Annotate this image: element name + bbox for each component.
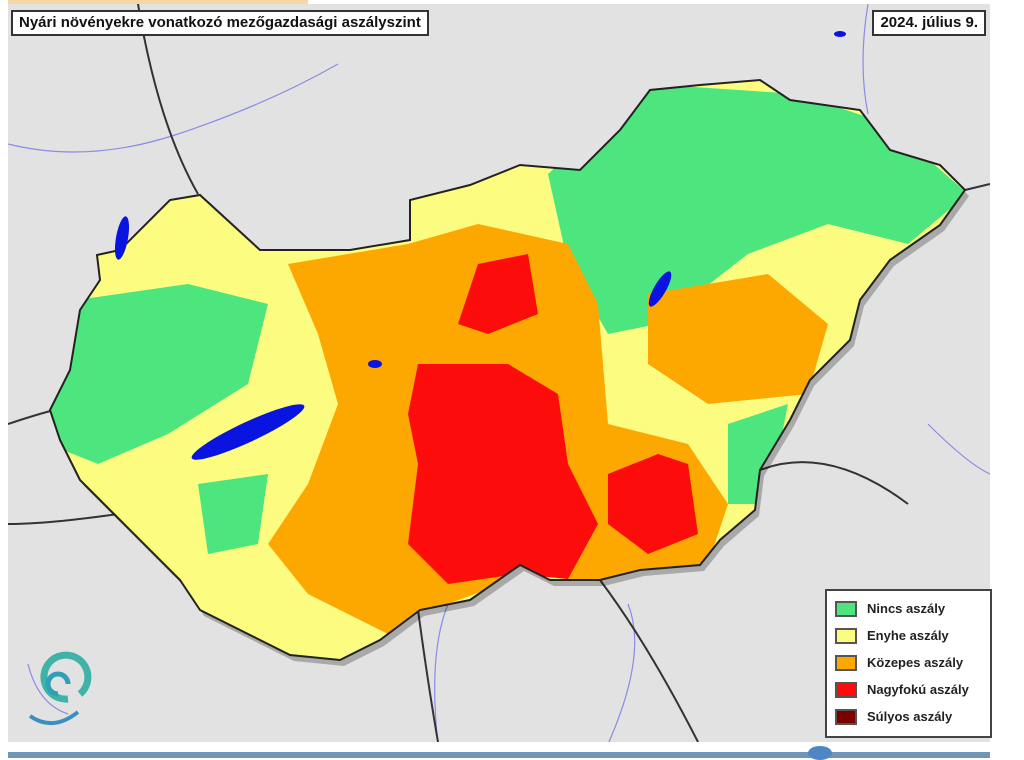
region-nagyfoku-north bbox=[458, 254, 538, 334]
region-nincs-sw bbox=[198, 474, 268, 554]
legend-item: Közepes aszály bbox=[827, 649, 990, 676]
legend-swatch bbox=[835, 627, 857, 644]
legend-swatch bbox=[835, 708, 857, 725]
legend-label: Nincs aszály bbox=[867, 601, 946, 616]
legend-item: Enyhe aszály bbox=[827, 622, 990, 649]
legend-item: Súlyos aszály bbox=[827, 703, 990, 730]
legend-swatch bbox=[835, 600, 857, 617]
region-nagyfoku-se bbox=[608, 454, 698, 554]
top-strip bbox=[8, 0, 308, 4]
legend-swatch bbox=[835, 654, 857, 671]
legend-label: Közepes aszály bbox=[867, 655, 964, 670]
legend-label: Nagyfokú aszály bbox=[867, 682, 969, 697]
legend-label: Súlyos aszály bbox=[867, 709, 953, 724]
legend-item: Nincs aszály bbox=[827, 595, 990, 622]
map-svg bbox=[7, 3, 991, 745]
scrollbar-thumb[interactable] bbox=[808, 746, 832, 760]
lake-balaton bbox=[191, 404, 305, 460]
legend-swatch bbox=[835, 681, 857, 698]
region-nincs-west bbox=[50, 284, 268, 464]
lake-north bbox=[834, 31, 846, 37]
region-nincs-ne bbox=[548, 84, 965, 334]
lake-tisza bbox=[648, 271, 672, 307]
map-date: 2024. július 9. bbox=[872, 10, 986, 36]
lakes bbox=[114, 31, 846, 460]
lake-velence bbox=[368, 360, 382, 368]
map-title: Nyári növényekre vonatkozó mezőgazdasági… bbox=[11, 10, 429, 36]
region-kozepes-east bbox=[648, 274, 828, 404]
spiral-logo-icon bbox=[28, 651, 92, 725]
legend-item: Nagyfokú aszály bbox=[827, 676, 990, 703]
lake-ferto bbox=[114, 216, 130, 260]
region-nagyfoku-center bbox=[408, 364, 598, 584]
scrollbar-track[interactable] bbox=[8, 752, 990, 758]
drought-map: Nincs aszály Enyhe aszály Közepes aszály… bbox=[7, 3, 992, 745]
legend-label: Enyhe aszály bbox=[867, 628, 949, 643]
legend: Nincs aszály Enyhe aszály Közepes aszály… bbox=[825, 589, 992, 738]
